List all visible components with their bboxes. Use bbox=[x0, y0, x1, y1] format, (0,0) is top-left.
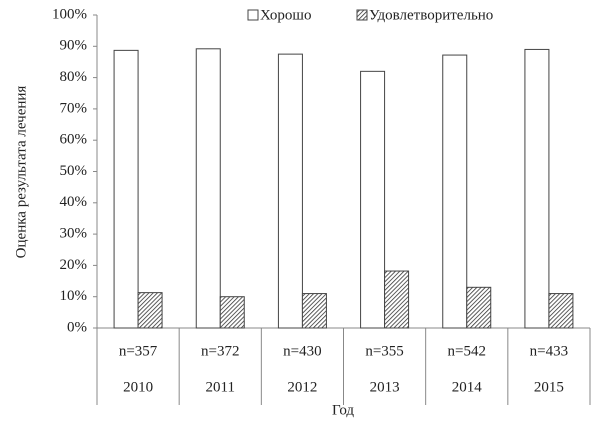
bar bbox=[384, 270, 410, 329]
x-axis-label: Год bbox=[332, 402, 354, 418]
y-tick-label: 40% bbox=[60, 194, 88, 210]
y-tick-label: 80% bbox=[60, 69, 88, 85]
y-tick-label: 100% bbox=[52, 6, 87, 22]
n-label: n=433 bbox=[530, 343, 568, 359]
n-label: n=430 bbox=[283, 343, 321, 359]
y-tick-label: 50% bbox=[60, 163, 88, 179]
x-tick-label: 2012 bbox=[287, 379, 317, 395]
y-tick-label: 20% bbox=[60, 257, 88, 273]
legend-swatch bbox=[356, 9, 368, 21]
n-label: n=542 bbox=[448, 343, 486, 359]
legend-swatch bbox=[247, 9, 259, 21]
legend-label: Удовлетворительно bbox=[369, 7, 493, 23]
bar bbox=[301, 293, 327, 329]
n-label: n=355 bbox=[365, 343, 403, 359]
x-tick-label: 2013 bbox=[370, 379, 400, 395]
bar bbox=[113, 49, 139, 329]
y-tick-label: 0% bbox=[67, 319, 87, 335]
y-tick-label: 90% bbox=[60, 38, 88, 54]
bar bbox=[548, 293, 574, 329]
bar bbox=[219, 296, 245, 329]
bar bbox=[442, 54, 468, 329]
bar bbox=[195, 48, 221, 329]
y-axis-label: Оценка результата лечения bbox=[13, 86, 29, 259]
bar bbox=[277, 53, 303, 329]
legend-label: Хорошо bbox=[260, 7, 311, 23]
bar bbox=[137, 292, 163, 329]
x-tick-label: 2015 bbox=[534, 379, 564, 395]
bar bbox=[466, 286, 492, 329]
y-tick-label: 30% bbox=[60, 226, 88, 242]
n-label: n=372 bbox=[201, 343, 239, 359]
bar bbox=[360, 70, 386, 329]
y-tick-label: 60% bbox=[60, 132, 88, 148]
n-label: n=357 bbox=[119, 343, 158, 359]
x-tick-label: 2010 bbox=[123, 379, 153, 395]
y-tick-label: 10% bbox=[60, 288, 88, 304]
x-tick-label: 2011 bbox=[206, 379, 235, 395]
y-tick-label: 70% bbox=[60, 100, 88, 116]
bar bbox=[524, 48, 550, 329]
x-tick-label: 2014 bbox=[452, 379, 483, 395]
